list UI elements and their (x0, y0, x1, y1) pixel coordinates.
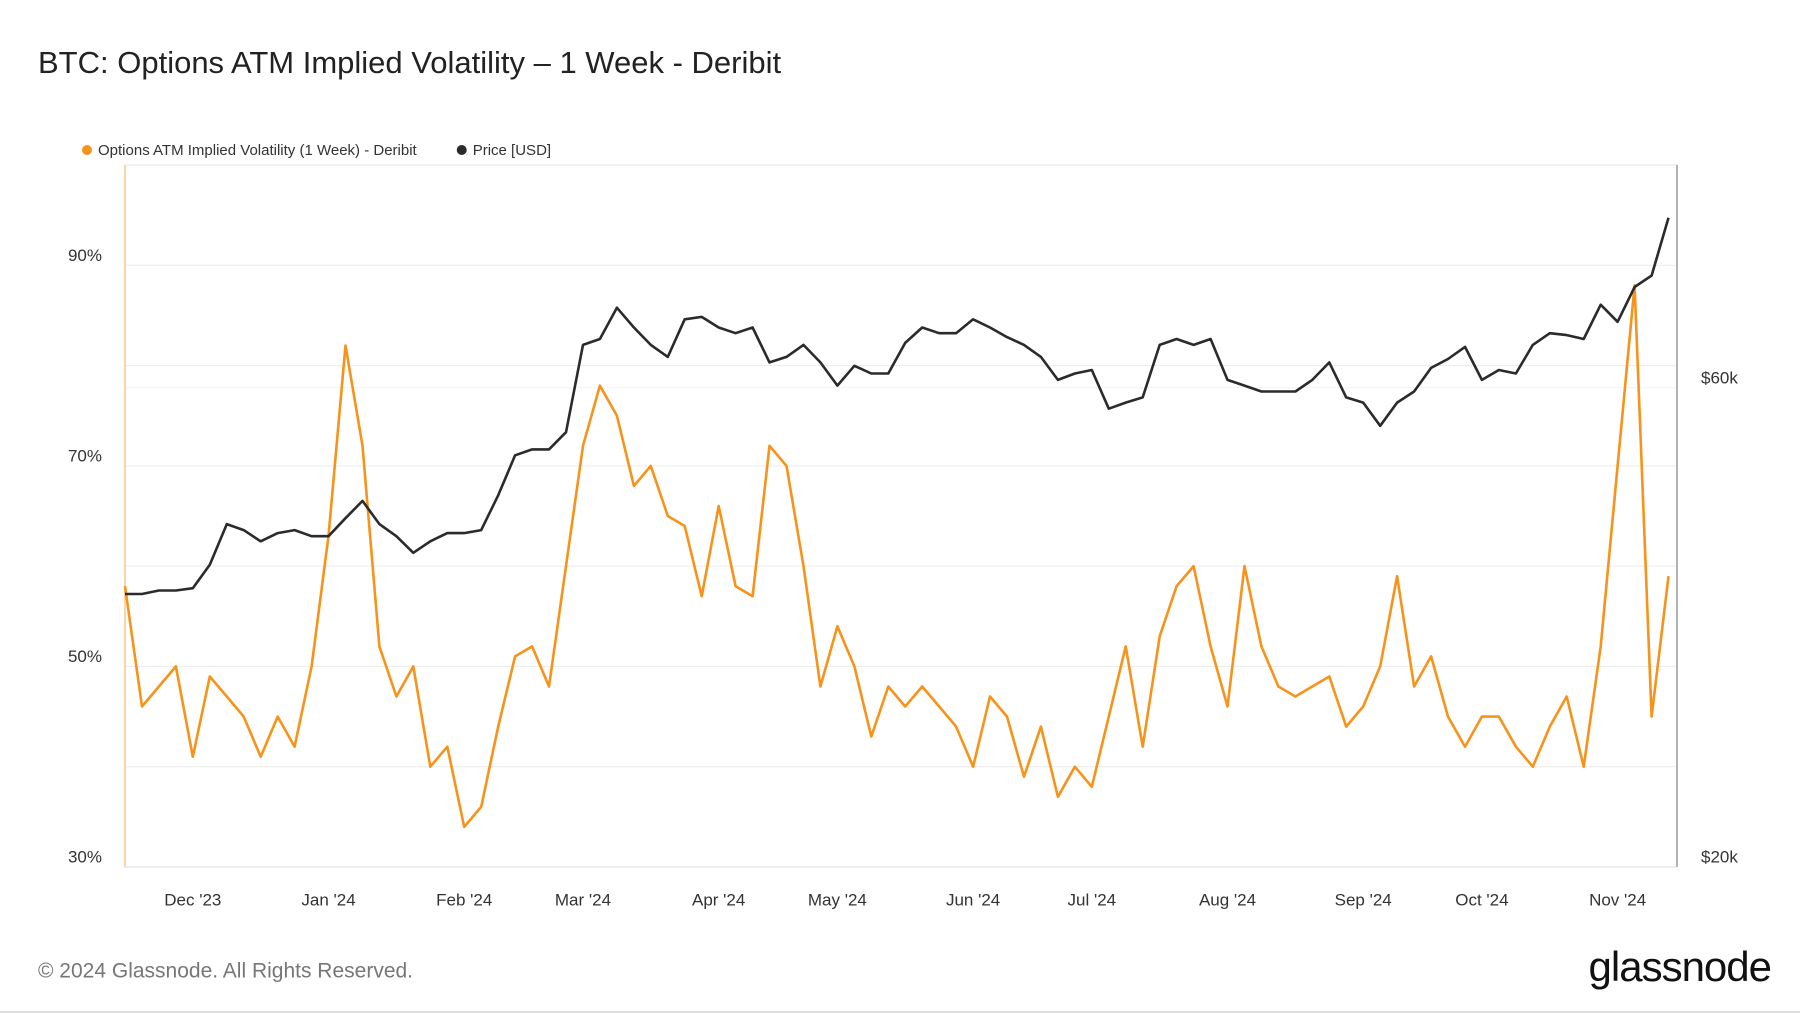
x-tick-label: Mar '24 (555, 890, 611, 909)
x-tick-label: Jun '24 (946, 890, 1000, 909)
x-tick-label: Nov '24 (1589, 890, 1646, 909)
y-tick-label: 30% (68, 847, 102, 866)
chart-title: BTC: Options ATM Implied Volatility – 1 … (38, 45, 781, 80)
x-tick-label: Jan '24 (301, 890, 355, 909)
series-line (125, 217, 1670, 596)
legend-marker (82, 145, 92, 155)
legend-label: Options ATM Implied Volatility (1 Week) … (98, 142, 418, 159)
legend-marker (456, 145, 467, 155)
copyright: © 2024 Glassnode. All Rights Reserved. (38, 960, 413, 983)
logo: glassnode (1589, 943, 1771, 990)
x-tick-label: Aug '24 (1199, 890, 1256, 909)
x-tick-label: Dec '23 (164, 890, 221, 909)
x-tick-label: May '24 (808, 890, 867, 909)
y2-tick-label: $20k (1701, 847, 1738, 866)
x-tick-label: Apr '24 (692, 890, 745, 909)
y-tick-label: 50% (68, 647, 102, 666)
x-tick-label: Oct '24 (1455, 890, 1508, 909)
y-tick-label: 90% (68, 246, 102, 265)
y2-tick-label: $60k (1701, 368, 1738, 387)
plot-frame (124, 164, 1678, 868)
legend-label: Price [USD] (473, 142, 551, 159)
x-tick-label: Feb '24 (436, 890, 492, 909)
series-line (123, 284, 1670, 829)
y-tick-label: 70% (68, 446, 102, 465)
x-tick-label: Jul '24 (1068, 890, 1117, 909)
x-tick-label: Sep '24 (1335, 890, 1392, 909)
